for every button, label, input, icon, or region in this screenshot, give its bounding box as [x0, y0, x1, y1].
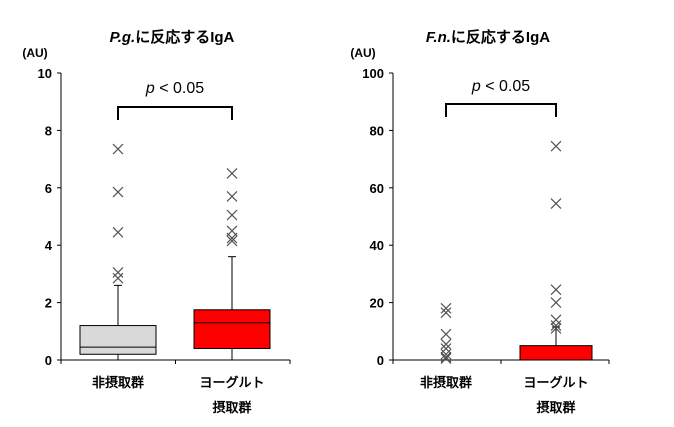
outlier-marker	[226, 190, 238, 202]
outlier-marker	[226, 235, 238, 247]
outlier-marker	[550, 198, 562, 210]
p-value-label: p < 0.05	[145, 80, 204, 97]
x-category-label: ヨーグルト	[523, 375, 588, 390]
y-tick-label: 8	[45, 123, 52, 138]
significance-bracket	[117, 106, 233, 120]
outlier-marker	[226, 225, 238, 237]
outlier-marker	[440, 302, 452, 314]
x-category-label: 摂取群	[212, 400, 251, 415]
outlier-marker	[550, 284, 562, 296]
y-tick-label: 4	[45, 238, 53, 253]
y-axis-unit: (AU)	[350, 46, 375, 60]
outlier-marker	[112, 226, 124, 238]
outlier-marker	[440, 328, 452, 340]
x-category-label: ヨーグルト	[199, 375, 264, 390]
outlier-marker	[550, 297, 562, 309]
outlier-marker	[440, 353, 452, 364]
box-iqr	[79, 325, 157, 355]
y-axis-unit: (AU)	[22, 46, 47, 60]
y-tick-label: 6	[45, 181, 52, 196]
y-tick-label: 0	[45, 353, 52, 368]
outlier-marker	[112, 267, 124, 278]
x-category-label: 非摂取群	[420, 375, 472, 390]
significance-bracket	[445, 103, 557, 117]
y-tick-label: 60	[370, 181, 384, 196]
outlier-marker	[226, 209, 238, 221]
y-tick-label: 80	[370, 123, 384, 138]
outlier-marker	[550, 314, 562, 326]
chart-title: F.n.に反応するIgA	[426, 28, 550, 46]
box-iqr	[193, 309, 271, 350]
chart-title: P.g.に反応するIgA	[110, 28, 235, 46]
outlier-marker	[440, 348, 452, 360]
y-tick-label: 40	[370, 238, 384, 253]
outlier-marker	[112, 186, 124, 198]
y-tick-label: 0	[377, 353, 384, 368]
y-tick-label: 10	[38, 66, 52, 81]
outlier-marker	[226, 168, 238, 179]
outlier-marker	[440, 307, 452, 319]
outlier-marker	[440, 338, 452, 350]
outlier-marker	[550, 320, 562, 331]
box-1	[440, 302, 452, 364]
outlier-marker	[112, 143, 124, 155]
p-value-label: p < 0.05	[471, 78, 530, 95]
outlier-marker	[550, 323, 562, 334]
box-2	[519, 140, 593, 361]
outlier-marker	[550, 140, 562, 152]
x-category-label: 非摂取群	[92, 375, 144, 390]
x-category-label: 摂取群	[536, 400, 575, 415]
y-tick-label: 2	[45, 296, 52, 311]
outlier-marker	[440, 351, 452, 363]
outlier-marker	[440, 343, 452, 354]
box-1	[79, 143, 157, 361]
outlier-marker	[112, 272, 124, 284]
y-tick-label: 20	[370, 296, 384, 311]
box-iqr	[519, 345, 593, 361]
box-2	[193, 168, 271, 361]
y-tick-label: 100	[362, 66, 384, 81]
chart-2: F.n.に反応するIgA (AU) 0 20 40 60 80 100 非摂取群 ヨーグルト摂取群…	[350, 28, 610, 415]
